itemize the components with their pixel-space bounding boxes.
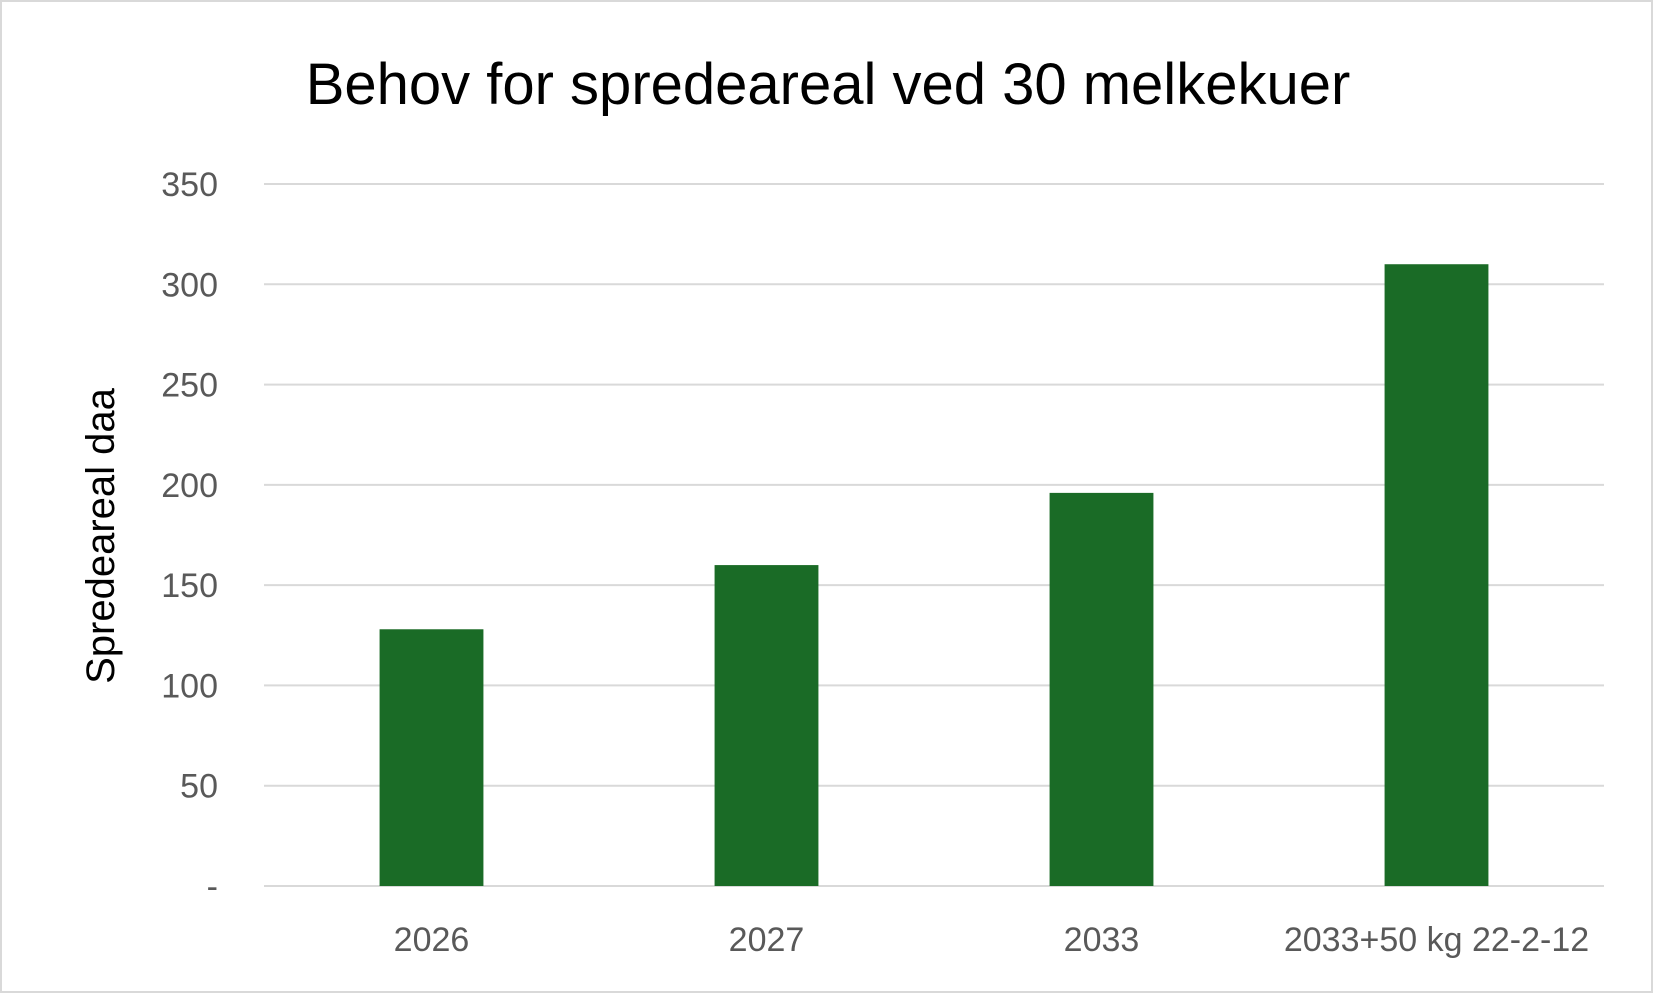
y-tick-label-100: 100 [161, 667, 218, 705]
bar-2033-50-kg-22-2-12 [1384, 264, 1489, 886]
bar-2026 [379, 629, 484, 886]
bar-2033 [1049, 492, 1154, 886]
y-tick-label-200: 200 [161, 467, 218, 505]
x-tick-label-2033-50-kg-22-2-12: 2033+50 kg 22-2-12 [1284, 921, 1589, 959]
y-tick-label-0: - [207, 868, 218, 906]
chart-title: Behov for spredeareal ved 30 melkekuer [306, 52, 1351, 117]
y-tick-labels: - 50 100 150 200 250 300 350 [161, 166, 218, 906]
gridlines [264, 183, 1604, 887]
y-tick-label-300: 300 [161, 266, 218, 304]
y-tick-label-350: 350 [161, 166, 218, 204]
x-tick-label-2027: 2027 [729, 921, 805, 959]
x-tick-label-2026: 2026 [394, 921, 470, 959]
bars [379, 264, 1489, 886]
y-tick-label-150: 150 [161, 567, 218, 605]
y-tick-label-50: 50 [180, 768, 218, 806]
y-tick-label-250: 250 [161, 367, 218, 405]
x-tick-labels: 2026 2027 2033 2033+50 kg 22-2-12 [394, 921, 1589, 959]
y-axis-label: Spredeareal daa [79, 387, 123, 684]
bar-2027 [714, 565, 819, 886]
x-tick-label-2033: 2033 [1064, 921, 1140, 959]
